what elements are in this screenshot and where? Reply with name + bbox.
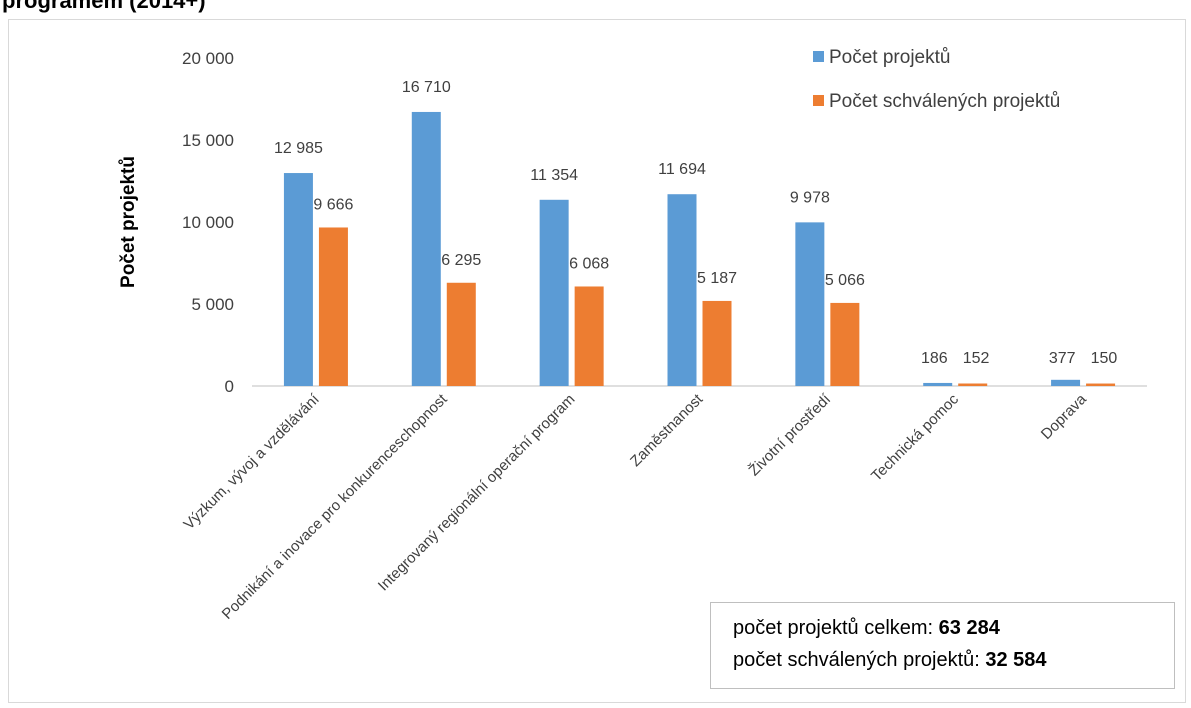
bar-pocet-schvalenych-projektu [702,300,732,386]
figure-title-fragment: programem (2014+) [2,0,206,13]
data-label-pocet-schvalenych-projektu: 6 295 [441,252,481,269]
data-label-pocet-schvalenych-projektu: 150 [1091,350,1118,367]
x-category-label: Integrovaný regionální operační program [375,391,579,595]
bar-pocet-projektu [923,382,953,386]
legend-swatch [813,51,824,62]
data-label-pocet-projektu: 11 354 [530,167,578,184]
bar-pocet-schvalenych-projektu [1086,383,1116,386]
data-label-pocet-schvalenych-projektu: 152 [963,350,990,367]
x-category-label: Doprava [1038,390,1091,443]
y-axis-title: Počet projektů [118,156,139,288]
bar-pocet-projektu [667,194,697,386]
bar-pocet-projektu [411,111,441,387]
x-category-label: Životní prostředí [746,390,835,479]
data-label-pocet-schvalenych-projektu: 9 666 [313,196,353,213]
legend-label: Počet schválených projektů [829,91,1060,112]
summary-approved-value: 32 584 [985,649,1047,671]
summary-approved-line: počet schválených projektů: 32 584 [733,644,1174,676]
summary-total-label: počet projektů celkem: [733,617,934,639]
bar-pocet-schvalenych-projektu [574,286,604,386]
legend-swatch [813,95,824,106]
legend-label: Počet projektů [829,47,950,68]
summary-total-value: 63 284 [938,617,1000,639]
data-label-pocet-projektu: 16 710 [402,79,451,96]
y-tick-label: 20 000 [182,49,234,68]
y-tick-label: 15 000 [182,131,234,150]
bar-pocet-schvalenych-projektu [958,383,988,386]
bar-pocet-projektu [1051,379,1081,386]
data-label-pocet-projektu: 12 985 [274,140,323,157]
bar-pocet-schvalenych-projektu [446,282,476,386]
bar-pocet-projektu [795,222,825,386]
x-category-label: Podnikání a inovace pro konkurenceschopn… [219,390,452,623]
y-tick-label: 0 [225,377,234,396]
data-label-pocet-schvalenych-projektu: 5 066 [825,272,865,289]
x-category-label: Výzkum, vývoj a vzdělávání [180,390,323,533]
summary-total-line: počet projektů celkem: 63 284 [733,612,1174,644]
bar-pocet-projektu [539,199,569,386]
data-label-pocet-projektu: 9 978 [790,189,830,206]
y-tick-label: 10 000 [182,213,234,232]
data-label-pocet-schvalenych-projektu: 5 187 [697,270,737,287]
x-category-label: Zaměstnanost [627,390,707,470]
summary-box: počet projektů celkem: 63 284 počet schv… [710,602,1175,689]
data-label-pocet-projektu: 377 [1049,350,1076,367]
bar-pocet-schvalenych-projektu [830,302,860,386]
data-label-pocet-schvalenych-projektu: 6 068 [569,255,609,272]
data-label-pocet-projektu: 11 694 [658,161,706,178]
summary-approved-label: počet schválených projektů: [733,649,980,671]
x-category-label: Technická pomoc [868,390,962,484]
data-label-pocet-projektu: 186 [921,350,948,367]
bar-pocet-projektu [283,173,313,386]
bar-pocet-schvalenych-projektu [318,227,348,386]
y-tick-label: 5 000 [191,295,234,314]
